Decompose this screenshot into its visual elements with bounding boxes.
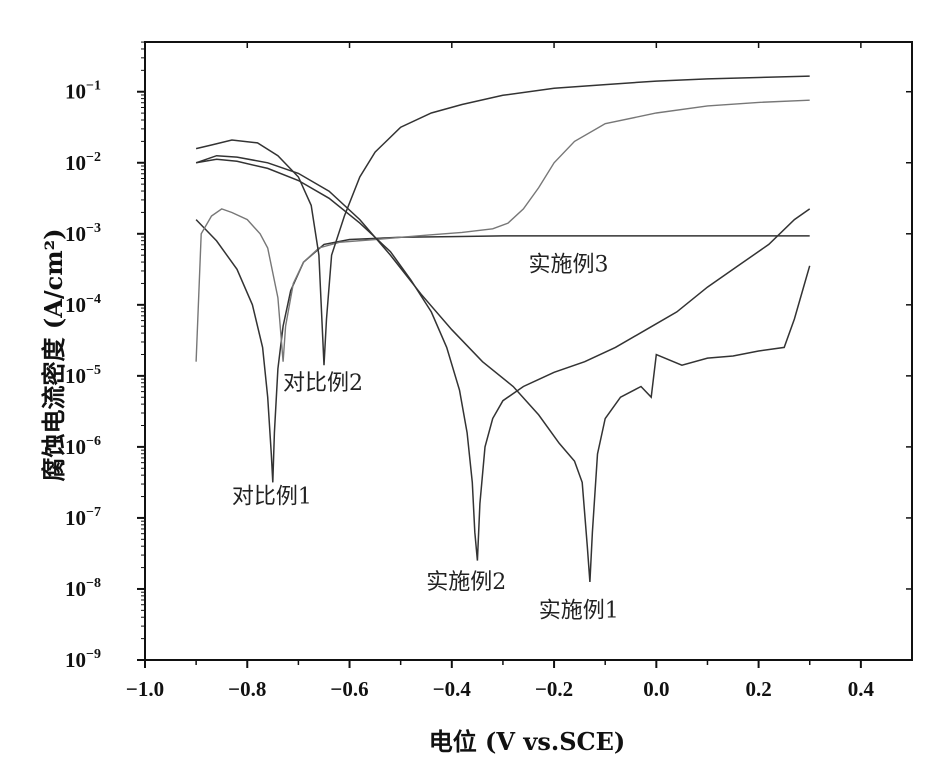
y-tick-label: 10−1: [65, 79, 101, 104]
y-tick-label: 10−3: [65, 221, 101, 246]
y-tick-label: 10−9: [65, 647, 101, 672]
series-label-1: 对比例1: [232, 485, 312, 510]
series-layer: [195, 75, 811, 582]
series-label-2: 对比例2: [283, 371, 363, 396]
y-tick-label: 10−8: [65, 576, 101, 601]
y-tick-label: 10−7: [65, 505, 101, 530]
y-tick-label: 10−4: [65, 292, 101, 317]
x-tick-label: −0.6: [330, 677, 368, 701]
x-tick-label: 0.4: [848, 677, 875, 701]
y-tick-label: 10−6: [65, 434, 101, 459]
series-line-5: [195, 154, 811, 582]
x-tick-label: 0.0: [643, 677, 669, 701]
series-line-4: [195, 158, 811, 561]
series-line-3: [195, 75, 810, 366]
y-tick-label: 10−2: [65, 150, 101, 175]
x-tick-label: −0.2: [535, 677, 573, 701]
plot-border: [144, 41, 913, 661]
series-label-5: 实施例1: [539, 598, 619, 623]
x-tick-label: −0.8: [228, 677, 266, 701]
x-axis-title: 电位 (V vs.SCE): [429, 727, 626, 756]
y-axis: 10−1 10−2 10−3 10−4 10−5 10−6 10−7 10−8 10−9: [65, 41, 912, 672]
y-axis-title: 腐蚀电流密度 (A/cm²): [39, 229, 68, 482]
x-axis: −1.0 −0.8 −0.6 −0.4 −0.2 0.0 0.2 0.4: [126, 42, 875, 701]
plot-frame: [144, 41, 913, 661]
y-tick-label: 10−5: [65, 363, 101, 388]
x-tick-label: −1.0: [126, 677, 164, 701]
x-tick-label: −0.4: [433, 677, 472, 701]
series-line-1: [195, 219, 810, 483]
series-label-3: 实施例3: [529, 252, 609, 277]
annotation-layer: 对比例1 对比例2 实施例3 实施例2 实施例1: [232, 252, 619, 623]
series-line-2: [195, 99, 810, 362]
series-label-4: 实施例2: [426, 570, 506, 595]
x-tick-label: 0.2: [745, 677, 771, 701]
